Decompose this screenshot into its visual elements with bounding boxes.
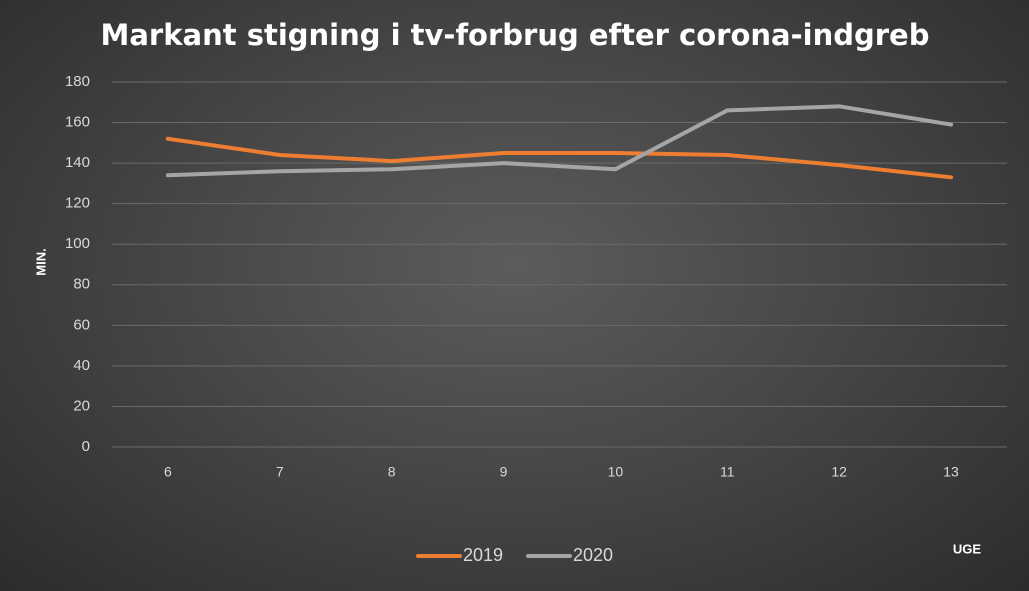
y-tick-label: 60 (73, 316, 90, 333)
y-axis-label: MIN. (33, 248, 48, 275)
x-tick-label: 10 (608, 464, 624, 480)
y-tick-label: 20 (73, 397, 90, 414)
x-tick-label: 9 (500, 464, 508, 480)
x-tick-label: 11 (720, 464, 735, 480)
y-tick-label: 160 (65, 114, 90, 131)
y-tick-label: 140 (65, 154, 90, 171)
x-axis-label: UGE (953, 541, 982, 556)
x-tick-label: 12 (831, 464, 847, 480)
y-tick-label: 180 (65, 73, 90, 90)
x-tick-label: 13 (943, 464, 959, 480)
chart-title: Markant stigning i tv-forbrug efter coro… (101, 18, 930, 52)
legend-label: 2019 (463, 545, 503, 565)
x-tick-label: 8 (388, 464, 396, 480)
y-tick-label: 0 (82, 438, 90, 455)
line-series (165, 104, 954, 178)
x-tick-label: 6 (164, 464, 172, 480)
y-tick-label: 80 (73, 276, 90, 293)
y-tick-label: 120 (65, 195, 90, 212)
legend-label: 2020 (573, 545, 613, 565)
line-series (165, 136, 954, 180)
y-tick-label: 100 (65, 235, 90, 252)
x-tick-label: 7 (276, 464, 284, 480)
y-tick-label: 40 (73, 357, 90, 374)
